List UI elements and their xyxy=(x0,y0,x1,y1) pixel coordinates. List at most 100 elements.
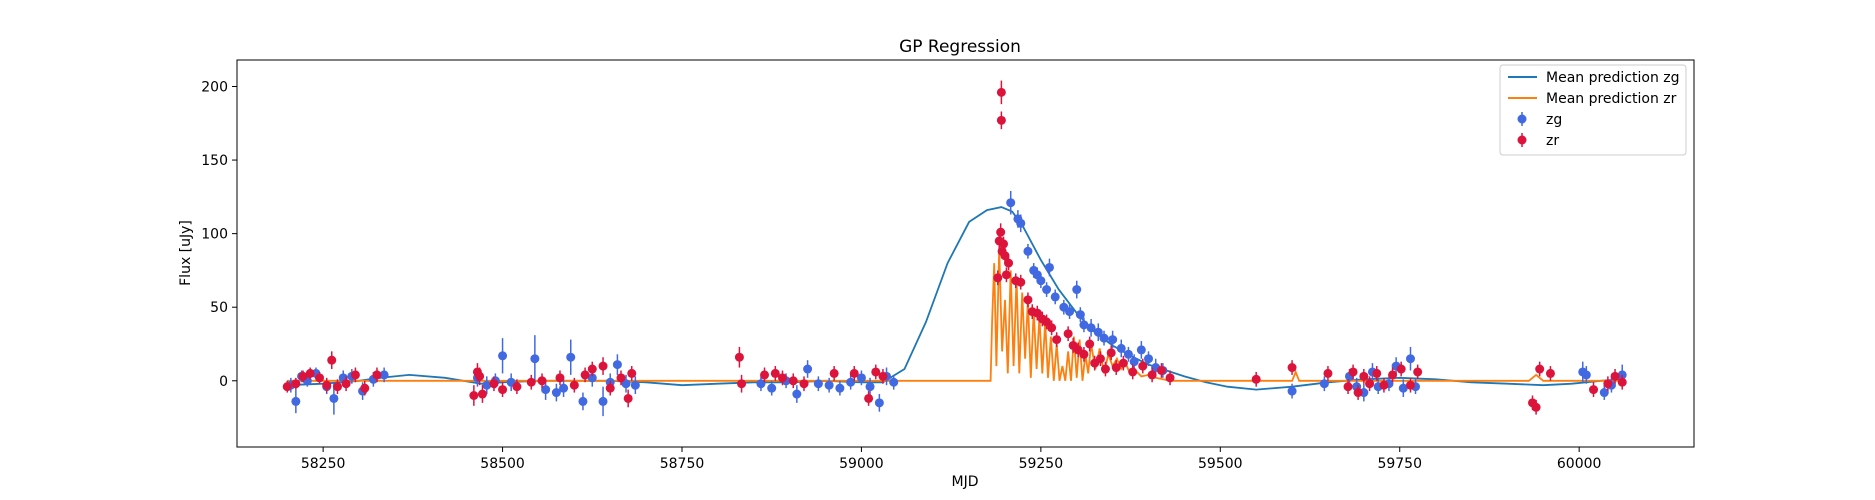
data-point xyxy=(623,393,633,403)
x-tick-label: 59000 xyxy=(839,456,884,472)
data-point xyxy=(1128,367,1138,377)
data-point xyxy=(530,354,540,364)
data-point xyxy=(734,352,744,362)
data-point xyxy=(799,379,809,389)
data-point xyxy=(1016,218,1026,228)
data-point xyxy=(737,379,747,389)
data-point xyxy=(1044,262,1054,272)
data-point xyxy=(1095,354,1105,364)
data-point xyxy=(1111,363,1121,373)
y-tick-label: 200 xyxy=(201,79,228,95)
data-point xyxy=(996,227,1006,237)
data-point xyxy=(605,383,615,393)
series-line-0 xyxy=(287,206,1623,391)
data-point xyxy=(1004,258,1014,268)
data-point xyxy=(878,371,888,381)
legend-box xyxy=(1499,64,1687,156)
data-point xyxy=(329,393,339,403)
chart-title: GP Regression xyxy=(899,37,1021,57)
data-point xyxy=(379,370,389,380)
data-point xyxy=(1599,388,1609,398)
data-point xyxy=(1147,370,1157,380)
y-axis: 0 50 100 150 200 xyxy=(201,79,237,390)
data-point xyxy=(1156,365,1166,375)
data-point xyxy=(829,368,839,378)
data-point xyxy=(1108,335,1118,345)
data-point xyxy=(1129,357,1139,367)
data-point xyxy=(1348,367,1358,377)
y-tick-label: 150 xyxy=(201,153,228,169)
data-point xyxy=(282,382,292,392)
data-point xyxy=(1099,333,1109,343)
data-point xyxy=(1065,307,1075,317)
data-point xyxy=(332,382,342,392)
data-point xyxy=(996,115,1006,125)
data-point xyxy=(1343,382,1353,392)
data-point xyxy=(1042,317,1052,327)
data-point xyxy=(865,382,875,392)
data-point xyxy=(824,380,834,390)
data-point xyxy=(621,379,631,389)
data-point xyxy=(477,389,487,399)
data-point xyxy=(498,351,508,361)
data-point xyxy=(291,396,301,406)
data-point xyxy=(1106,348,1116,358)
data-point xyxy=(1603,379,1613,389)
data-point xyxy=(578,396,588,406)
plot-frame xyxy=(236,59,1695,448)
data-point xyxy=(566,352,576,362)
data-point xyxy=(999,239,1009,249)
data-point xyxy=(1388,370,1398,380)
data-point xyxy=(360,383,370,393)
data-point xyxy=(1372,368,1382,378)
data-point xyxy=(291,379,301,389)
data-point xyxy=(1023,246,1033,256)
legend-marker-swatch xyxy=(1517,114,1527,124)
legend-label: zr xyxy=(1546,133,1559,149)
data-point xyxy=(1617,377,1627,387)
data-point xyxy=(1405,380,1415,390)
data-point xyxy=(327,355,337,365)
x-tick-label: 58500 xyxy=(480,456,525,472)
data-point xyxy=(1023,295,1033,305)
x-axis: 58250 58500 58750 59000 59250 59500 59750 60000 xyxy=(301,447,1601,472)
data-point xyxy=(482,380,492,390)
data-point xyxy=(587,373,597,383)
data-point xyxy=(1052,335,1062,345)
data-point xyxy=(489,379,499,389)
data-point xyxy=(298,371,308,381)
data-point xyxy=(469,390,479,400)
data-point xyxy=(587,364,597,374)
data-point xyxy=(1610,371,1620,381)
data-point xyxy=(792,389,802,399)
data-point xyxy=(537,376,547,386)
data-point xyxy=(322,380,332,390)
data-point xyxy=(1365,379,1375,389)
data-point xyxy=(1379,380,1389,390)
legend: Mean prediction zg Mean prediction zr zg zr xyxy=(1499,64,1687,156)
data-point xyxy=(1036,276,1046,286)
legend-label: zg xyxy=(1546,112,1562,128)
data-point xyxy=(1531,402,1541,412)
data-point xyxy=(627,368,637,378)
data-point xyxy=(616,373,626,383)
data-point xyxy=(475,371,485,381)
x-tick-label: 58250 xyxy=(301,456,346,472)
data-point xyxy=(1006,198,1016,208)
data-point xyxy=(598,361,608,371)
data-point xyxy=(526,377,536,387)
data-point xyxy=(1535,364,1545,374)
series-line-1 xyxy=(287,248,1623,382)
legend-label: Mean prediction zr xyxy=(1546,91,1677,107)
y-tick-label: 0 xyxy=(219,374,228,390)
data-point xyxy=(1001,270,1011,280)
data-point xyxy=(813,379,823,389)
data-point xyxy=(559,383,569,393)
data-point xyxy=(1079,349,1089,359)
data-point xyxy=(846,377,856,387)
data-point xyxy=(1545,368,1555,378)
x-tick-label: 59250 xyxy=(1019,456,1064,472)
data-point xyxy=(350,370,360,380)
x-tick-label: 58750 xyxy=(660,456,705,472)
x-axis-label: MJD xyxy=(952,474,979,490)
